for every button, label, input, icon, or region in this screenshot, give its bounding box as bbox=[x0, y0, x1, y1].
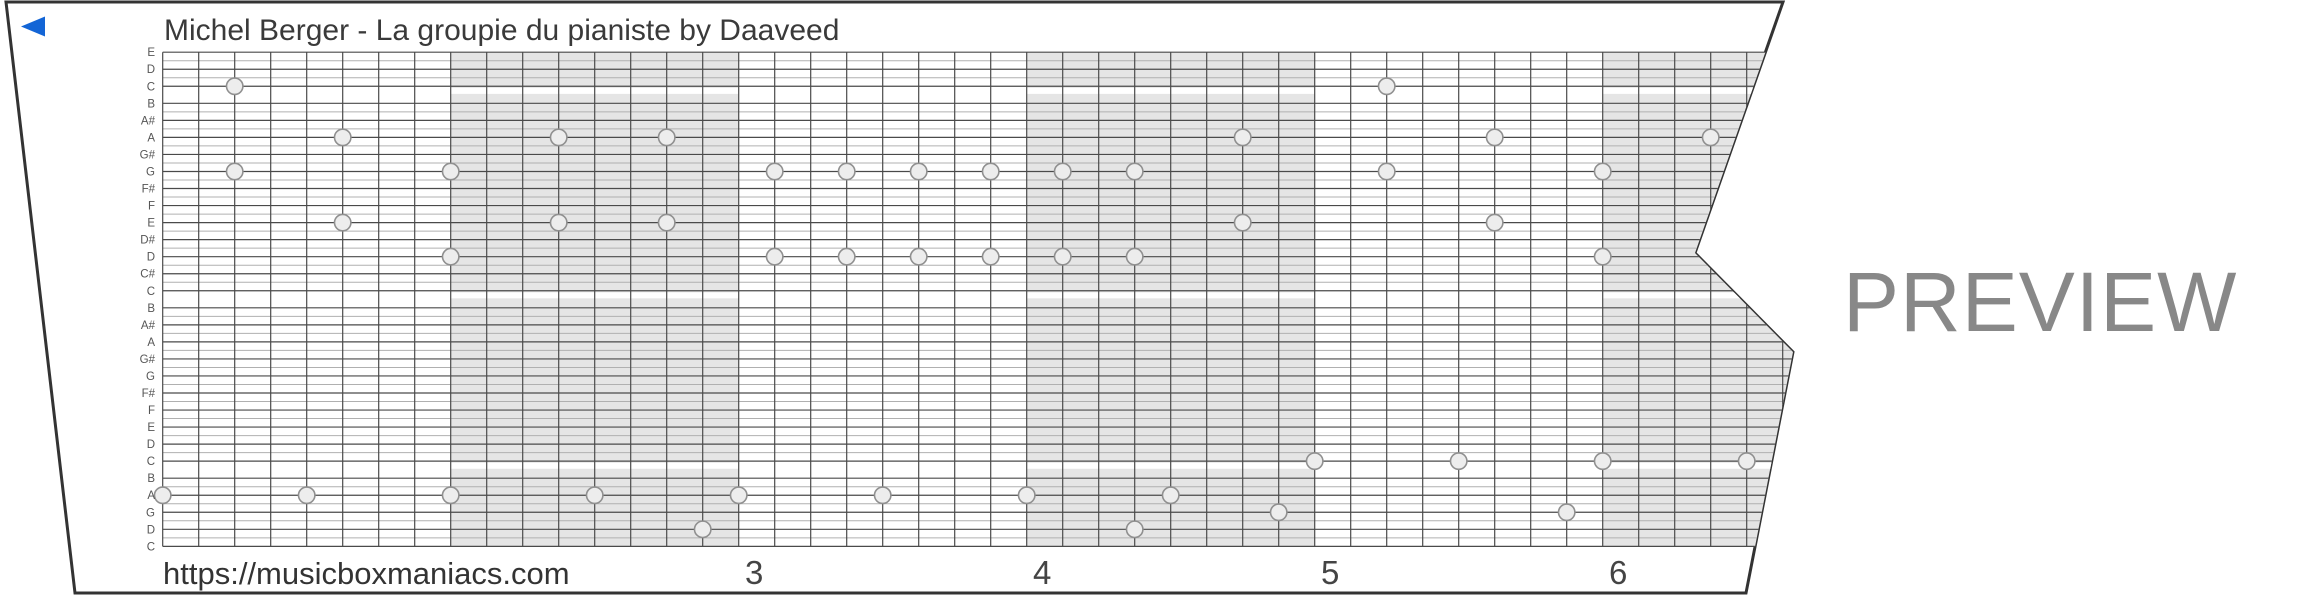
note-label: B bbox=[147, 473, 155, 485]
note-hole-g bbox=[909, 162, 928, 181]
note-hole-g bbox=[837, 162, 856, 181]
note-hole-e bbox=[333, 213, 352, 232]
note-label: D# bbox=[140, 235, 155, 247]
measure-number: 5 bbox=[1321, 554, 1339, 591]
page-title: Michel Berger - La groupie du pianiste b… bbox=[164, 14, 839, 47]
note-hole-a bbox=[153, 486, 172, 505]
note-label: C bbox=[147, 541, 155, 553]
note-label: A bbox=[147, 132, 155, 144]
note-hole-d bbox=[441, 247, 460, 266]
note-label: C bbox=[147, 286, 155, 298]
note-label: D bbox=[147, 439, 155, 451]
note-hole-d bbox=[1125, 520, 1144, 539]
note-hole-c bbox=[1737, 452, 1756, 471]
octave-gap-band bbox=[162, 292, 1793, 299]
note-label: C# bbox=[140, 269, 155, 281]
note-hole-e bbox=[657, 213, 676, 232]
note-label: G# bbox=[140, 354, 156, 366]
note-hole-c bbox=[1593, 452, 1612, 471]
back-arrow-icon[interactable] bbox=[21, 16, 45, 37]
site-url[interactable]: https://musicboxmaniacs.com bbox=[163, 556, 570, 591]
note-hole-a bbox=[333, 128, 352, 147]
note-hole-g bbox=[1377, 162, 1396, 181]
note-hole-e bbox=[1233, 213, 1252, 232]
note-label: D bbox=[147, 252, 155, 264]
measure-number: 3 bbox=[745, 554, 763, 591]
note-label: E bbox=[147, 422, 155, 434]
measure-number: 6 bbox=[1609, 554, 1627, 591]
note-hole-d bbox=[1593, 247, 1612, 266]
note-hole-a bbox=[1017, 486, 1036, 505]
note-label: G bbox=[146, 371, 155, 383]
note-hole-d bbox=[765, 247, 784, 266]
note-hole-d bbox=[1053, 247, 1072, 266]
note-label: F bbox=[148, 405, 155, 417]
note-hole-g bbox=[981, 162, 1000, 181]
note-label: E bbox=[147, 218, 155, 230]
note-hole-d bbox=[693, 520, 712, 539]
note-holes bbox=[153, 77, 1756, 539]
note-label: E bbox=[147, 47, 155, 59]
note-label: C bbox=[147, 81, 155, 93]
note-hole-c bbox=[1377, 77, 1396, 96]
note-label: B bbox=[147, 98, 155, 110]
note-hole-g bbox=[225, 162, 244, 181]
preview-watermark: PREVIEW bbox=[1843, 255, 2237, 349]
note-label: F# bbox=[142, 388, 156, 400]
note-hole-g bbox=[1269, 503, 1288, 522]
note-hole-g bbox=[765, 162, 784, 181]
note-hole-d bbox=[1125, 247, 1144, 266]
note-hole-a bbox=[657, 128, 676, 147]
note-hole-g bbox=[441, 162, 460, 181]
note-hole-d bbox=[909, 247, 928, 266]
note-hole-a bbox=[1701, 128, 1720, 147]
note-hole-a bbox=[1161, 486, 1180, 505]
note-hole-g bbox=[1053, 162, 1072, 181]
note-label: A bbox=[147, 490, 155, 502]
note-hole-c bbox=[225, 77, 244, 96]
note-label: G# bbox=[140, 149, 156, 161]
note-label: F bbox=[148, 201, 155, 213]
note-hole-a bbox=[585, 486, 604, 505]
note-label: A bbox=[147, 337, 155, 349]
note-hole-a bbox=[729, 486, 748, 505]
note-hole-d bbox=[981, 247, 1000, 266]
octave-gap-band bbox=[162, 462, 1793, 469]
note-hole-c bbox=[1449, 452, 1468, 471]
measure-number: 4 bbox=[1033, 554, 1051, 591]
note-label: A# bbox=[141, 115, 156, 127]
note-label: C bbox=[147, 456, 155, 468]
note-label: D bbox=[147, 524, 155, 536]
note-hole-e bbox=[549, 213, 568, 232]
measure-numbers: 3 4 5 6 bbox=[745, 554, 1627, 591]
note-hole-g bbox=[1593, 162, 1612, 181]
note-label: G bbox=[146, 166, 155, 178]
note-hole-a bbox=[1233, 128, 1252, 147]
octave-gap-band bbox=[162, 87, 1793, 94]
note-hole-d bbox=[837, 247, 856, 266]
note-hole-a bbox=[1485, 128, 1504, 147]
note-hole-a bbox=[549, 128, 568, 147]
note-hole-g bbox=[1125, 162, 1144, 181]
note-label: G bbox=[146, 507, 155, 519]
note-hole-a bbox=[441, 486, 460, 505]
note-label: F# bbox=[142, 184, 156, 196]
note-hole-g bbox=[1557, 503, 1576, 522]
note-hole-c bbox=[1305, 452, 1324, 471]
note-label: D bbox=[147, 64, 155, 76]
note-hole-a bbox=[297, 486, 316, 505]
note-label: B bbox=[147, 303, 155, 315]
note-hole-a bbox=[873, 486, 892, 505]
note-hole-e bbox=[1485, 213, 1504, 232]
note-label: A# bbox=[141, 320, 156, 332]
